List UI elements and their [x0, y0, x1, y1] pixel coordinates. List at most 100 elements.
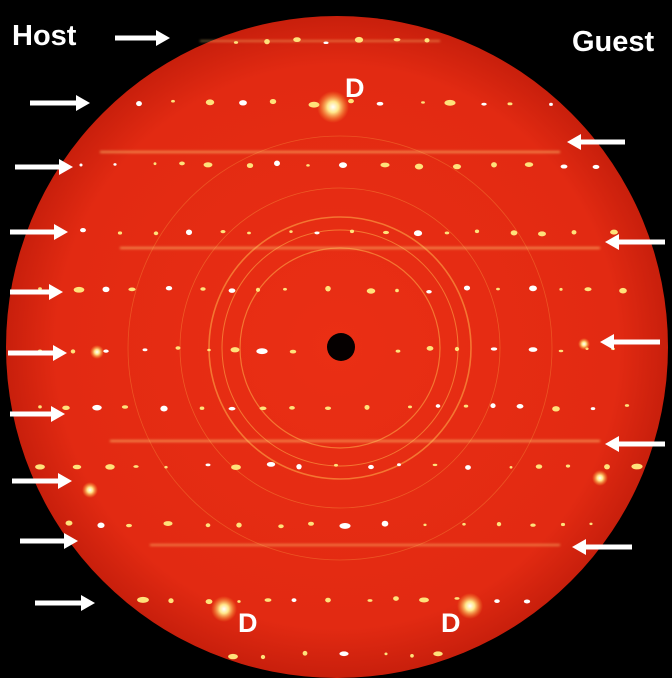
reflection-spot: [266, 461, 276, 467]
strong-reflection-mid-left: [90, 345, 104, 359]
host-arrow-icon: [12, 473, 72, 489]
reflection-spot: [435, 404, 441, 408]
reflection-spot: [35, 464, 45, 470]
strong-reflection-right: [592, 470, 608, 486]
reflection-spot: [368, 464, 374, 470]
reflection-spot: [228, 653, 238, 660]
reflection-spot: [256, 348, 268, 355]
reflection-spot: [233, 41, 239, 44]
reflection-label-bottom-left: D: [238, 608, 258, 638]
host-arrow-icon: [35, 595, 95, 611]
layer-line-streaks: [100, 40, 600, 546]
reflection-spot: [247, 231, 251, 235]
reflection-spot: [538, 231, 546, 237]
reflection-spot: [462, 522, 466, 526]
reflection-spot: [571, 230, 577, 235]
reflection-spot: [491, 162, 497, 168]
reflection-spot: [604, 464, 610, 470]
reflection-spot: [592, 164, 600, 170]
reflection-spot: [231, 464, 241, 470]
reflection-spot: [339, 523, 351, 529]
reflection-spot: [117, 231, 123, 235]
reflection-spot: [185, 229, 193, 236]
reflection-spot: [179, 161, 185, 166]
reflection-spots: [35, 36, 643, 660]
reflection-spot: [376, 101, 384, 106]
reflection-spot: [624, 404, 630, 407]
reflection-spot: [283, 287, 287, 291]
reflection-spot: [516, 404, 524, 409]
reflection-spot: [444, 231, 450, 235]
reflection-spot: [260, 654, 266, 660]
reflection-spot: [474, 229, 480, 234]
reflection-spot: [70, 349, 76, 354]
reflection-spot: [481, 102, 487, 106]
strong-reflection-mid-right: [578, 338, 590, 350]
host-arrow-icon: [30, 95, 90, 111]
reflection-spot: [38, 287, 42, 290]
reflection-spot: [153, 162, 157, 166]
reflection-spot: [348, 98, 354, 104]
reflection-spot: [38, 405, 42, 409]
reflection-spot: [560, 522, 566, 527]
host-arrow-icon: [20, 533, 78, 549]
reflection-spot: [207, 348, 211, 352]
reflection-spot: [205, 599, 213, 605]
reflection-spot: [560, 164, 568, 169]
reflection-spot: [203, 162, 213, 168]
reflection-spot: [205, 99, 215, 106]
reflection-spot: [73, 286, 85, 293]
reflection-spot: [421, 101, 425, 104]
reflection-spot: [165, 286, 173, 291]
reflection-spot: [289, 349, 297, 354]
layer-line-arrows: [8, 30, 665, 611]
reflection-spot: [523, 599, 531, 604]
reflection-spot: [264, 39, 270, 45]
reflection-spot: [589, 522, 593, 526]
reflection-spot: [619, 287, 627, 294]
reflection-spot: [163, 521, 173, 526]
reflection-spot: [395, 349, 401, 353]
reflection-spot: [296, 464, 302, 470]
reflection-spot: [128, 287, 136, 292]
reflection-spot: [393, 37, 401, 42]
reflection-spot: [137, 596, 149, 603]
reflection-spot: [530, 523, 536, 527]
reflection-spot: [549, 102, 553, 106]
reflection-spot: [528, 347, 538, 352]
reflection-spot: [380, 162, 390, 168]
reflection-spot: [121, 405, 129, 409]
reflection-spot: [205, 523, 211, 528]
reflection-spot: [494, 599, 500, 604]
host-label: Host: [12, 20, 77, 52]
reflection-spot: [423, 523, 427, 527]
reflection-spot: [269, 98, 277, 105]
reflection-spot: [338, 162, 348, 168]
reflection-spot: [381, 520, 389, 527]
reflection-spot: [407, 405, 413, 409]
reflection-spot: [168, 598, 174, 604]
reflection-spot: [364, 404, 370, 410]
reflection-spot: [246, 163, 254, 169]
reflection-spot: [325, 285, 331, 292]
reflection-spot: [92, 404, 102, 411]
reflection-spot: [433, 651, 443, 657]
reflection-spot: [200, 287, 206, 291]
reflection-spot: [105, 464, 115, 470]
reflection-spot: [384, 652, 388, 656]
reflection-spot: [72, 464, 82, 470]
reflection-spot: [419, 597, 429, 603]
reflection-spot: [236, 522, 242, 528]
reflection-spot: [65, 520, 73, 526]
reflection-spot: [308, 521, 314, 526]
host-arrow-icon: [15, 159, 73, 175]
reflection-spot: [333, 463, 339, 467]
guest-arrow-icon: [572, 539, 632, 555]
reflection-spot: [454, 597, 460, 600]
strong-reflection-bottom-right: [457, 593, 483, 619]
reflection-spot: [509, 465, 513, 469]
reflection-spot: [199, 406, 205, 410]
reflection-spot: [490, 347, 498, 351]
guest-arrow-icon: [605, 436, 665, 452]
